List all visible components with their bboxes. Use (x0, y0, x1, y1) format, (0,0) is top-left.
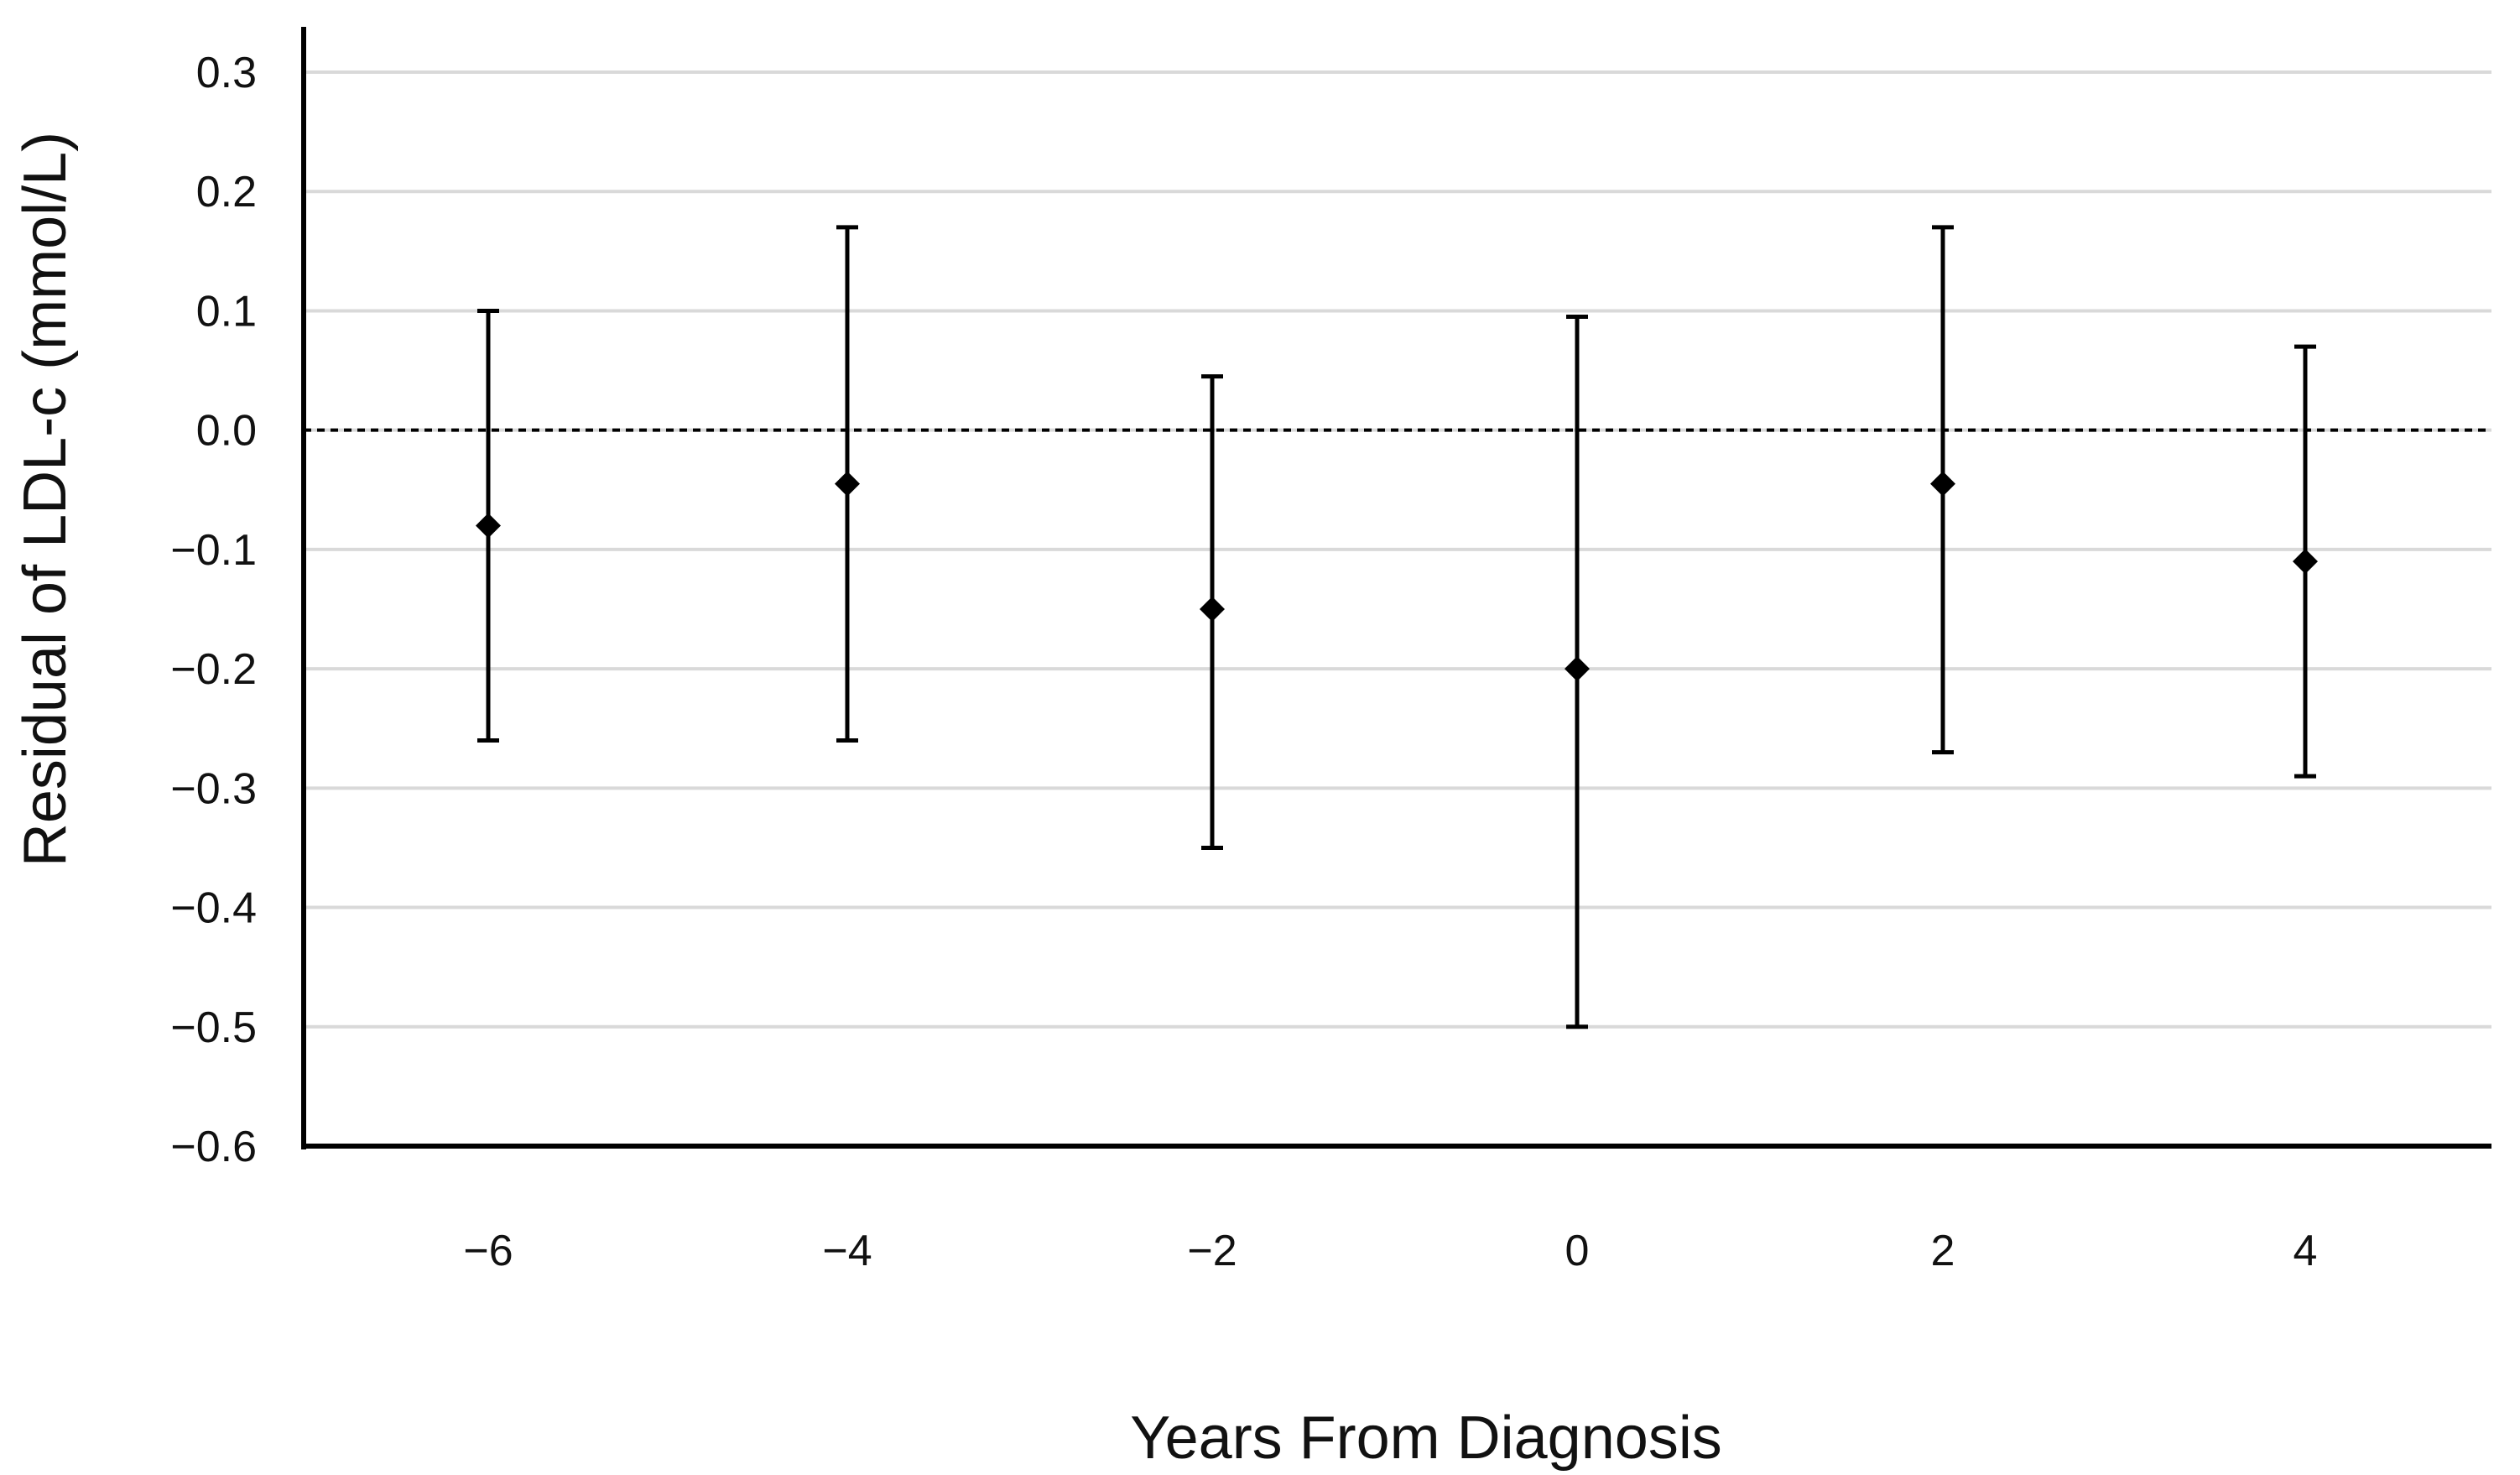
y-tick-label: 0.0 (196, 407, 257, 456)
data-series (476, 225, 2318, 1029)
data-point-marker (2293, 549, 2318, 575)
y-tick-label: 0.3 (196, 49, 257, 97)
data-point-group (835, 225, 860, 743)
y-axis-title: Residual of LDL-c (mmol/L) (12, 132, 79, 867)
x-axis-title: Years From Diagnosis (1130, 1405, 1722, 1471)
y-tick-label: −0.2 (170, 645, 257, 694)
data-point-marker (835, 471, 860, 497)
x-tick-labels: −6 −4 −2 0 2 4 (463, 1227, 2317, 1275)
x-tick-label: −2 (1187, 1227, 1237, 1275)
data-point-marker (476, 513, 501, 539)
y-tick-label: −0.6 (170, 1123, 257, 1171)
axes (301, 27, 2491, 1149)
gridlines (304, 70, 2491, 1029)
data-point-marker (1930, 471, 1955, 497)
x-tick-label: −6 (463, 1227, 513, 1275)
y-tick-labels: 0.3 0.2 0.1 0.0 −0.1 −0.2 −0.3 −0.4 −0.5 −0.6 (170, 49, 257, 1171)
x-tick-label: 0 (1565, 1227, 1590, 1275)
y-tick-label: −0.4 (170, 884, 257, 933)
y-tick-label: 0.1 (196, 287, 257, 336)
y-tick-label: 0.2 (196, 168, 257, 216)
data-point-group (1565, 315, 1590, 1029)
y-tick-label: −0.3 (170, 764, 257, 813)
y-tick-label: −0.5 (170, 1003, 257, 1052)
x-tick-label: −4 (822, 1227, 872, 1275)
data-point-marker (1200, 597, 1225, 622)
data-point-group (476, 308, 501, 743)
y-tick-label: −0.1 (170, 526, 257, 575)
data-point-group (1200, 374, 1225, 850)
x-tick-label: 4 (2294, 1227, 2318, 1275)
x-tick-label: 2 (1931, 1227, 1955, 1275)
data-point-group (1930, 225, 1955, 755)
data-point-group (2293, 344, 2318, 779)
data-point-marker (1565, 656, 1590, 682)
